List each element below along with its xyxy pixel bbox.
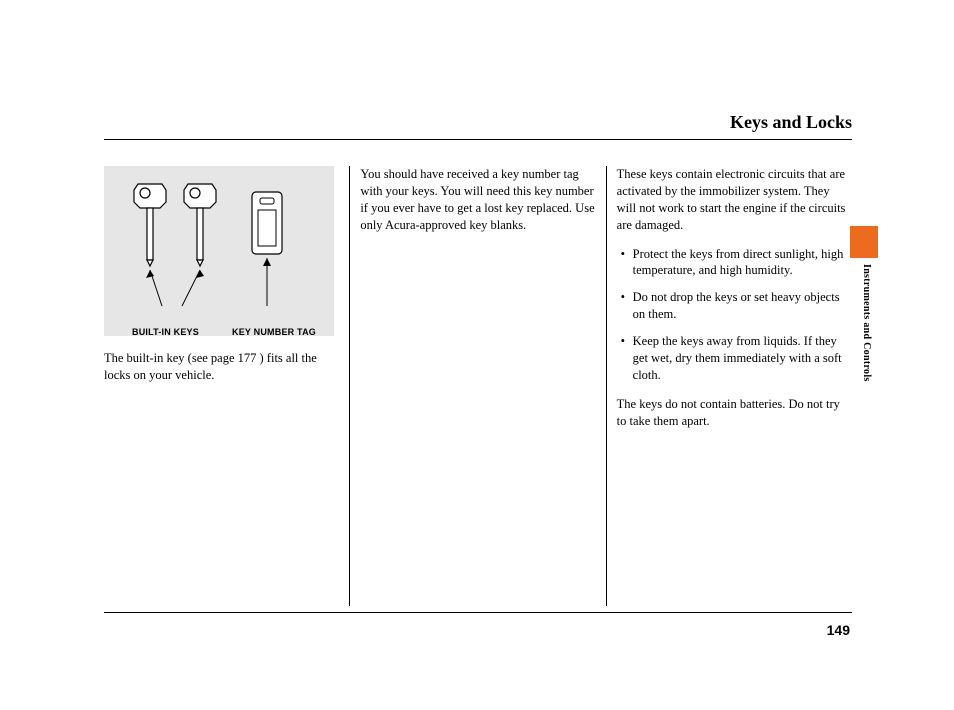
bullet-item: Keep the keys away from liquids. If they… <box>617 333 852 384</box>
bullet-item: Do not drop the keys or set heavy object… <box>617 289 852 323</box>
bullet-item: Protect the keys from direct sunlight, h… <box>617 246 852 280</box>
keys-figure: BUILT-IN KEYS KEY NUMBER TAG <box>104 166 334 336</box>
caption-key-number-tag: KEY NUMBER TAG <box>232 326 316 338</box>
content-columns: BUILT-IN KEYS KEY NUMBER TAG The built-i… <box>104 166 852 606</box>
col2-para1: You should have received a key number ta… <box>360 166 595 234</box>
arrow-3 <box>263 258 271 306</box>
title-row: Keys and Locks <box>104 112 852 140</box>
column-2: You should have received a key number ta… <box>350 166 606 606</box>
page-ref-177[interactable]: 177 <box>238 351 257 365</box>
section-color-tab <box>850 226 878 258</box>
column-3: These keys contain electronic circuits t… <box>607 166 852 606</box>
footer-rule <box>104 612 852 613</box>
key-1-icon <box>134 184 166 266</box>
arrow-1 <box>146 270 162 306</box>
col3-para1: These keys contain electronic circuits t… <box>617 166 852 234</box>
col3-bullets: Protect the keys from direct sunlight, h… <box>617 246 852 384</box>
keys-illustration <box>104 166 334 336</box>
section-side-label: Instruments and Controls <box>861 264 872 382</box>
col3-para2: The keys do not contain batteries. Do no… <box>617 396 852 430</box>
key-number-tag-icon <box>252 192 282 254</box>
arrow-2 <box>182 270 204 306</box>
caption-built-in-keys: BUILT-IN KEYS <box>132 326 199 338</box>
page-number: 149 <box>827 622 850 638</box>
manual-page: Keys and Locks <box>104 112 852 606</box>
page-title: Keys and Locks <box>104 112 852 133</box>
col1-para1-a: The built-in key (see page <box>104 351 238 365</box>
key-2-icon <box>184 184 216 266</box>
column-1: BUILT-IN KEYS KEY NUMBER TAG The built-i… <box>104 166 350 606</box>
col1-para1: The built-in key (see page 177 ) fits al… <box>104 350 339 384</box>
